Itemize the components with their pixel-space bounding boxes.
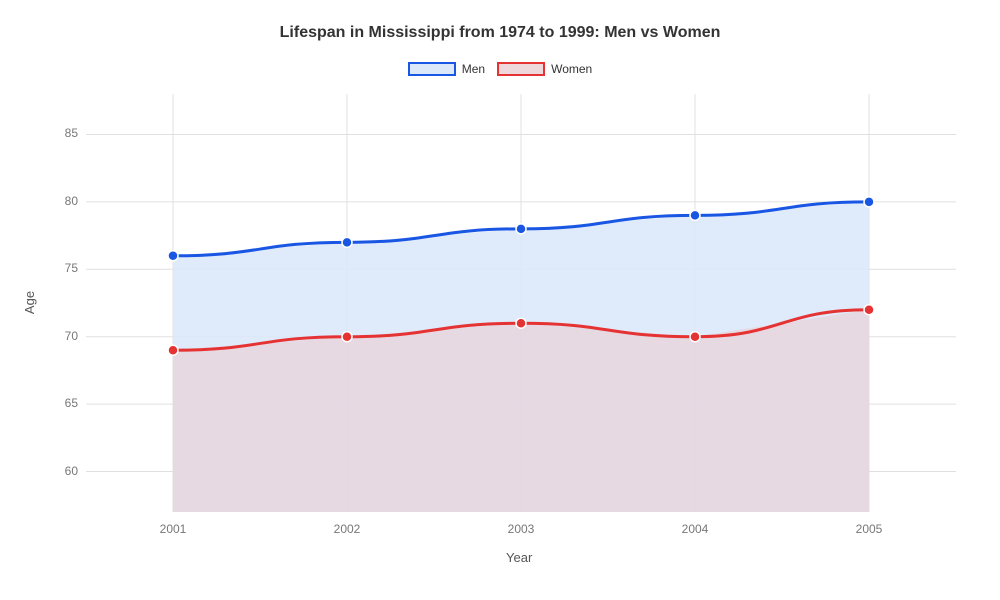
x-tick-label: 2001 [143, 522, 203, 536]
x-tick-label: 2002 [317, 522, 377, 536]
y-tick-label: 60 [38, 464, 78, 478]
x-tick-label: 2003 [491, 522, 551, 536]
plot-area [0, 0, 1000, 600]
y-tick-label: 85 [38, 126, 78, 140]
x-tick-label: 2004 [665, 522, 725, 536]
y-tick-label: 70 [38, 329, 78, 343]
y-tick-label: 75 [38, 261, 78, 275]
y-tick-label: 80 [38, 194, 78, 208]
y-tick-label: 65 [38, 396, 78, 410]
x-tick-label: 2005 [839, 522, 899, 536]
chart-container: Lifespan in Mississippi from 1974 to 199… [0, 0, 1000, 600]
